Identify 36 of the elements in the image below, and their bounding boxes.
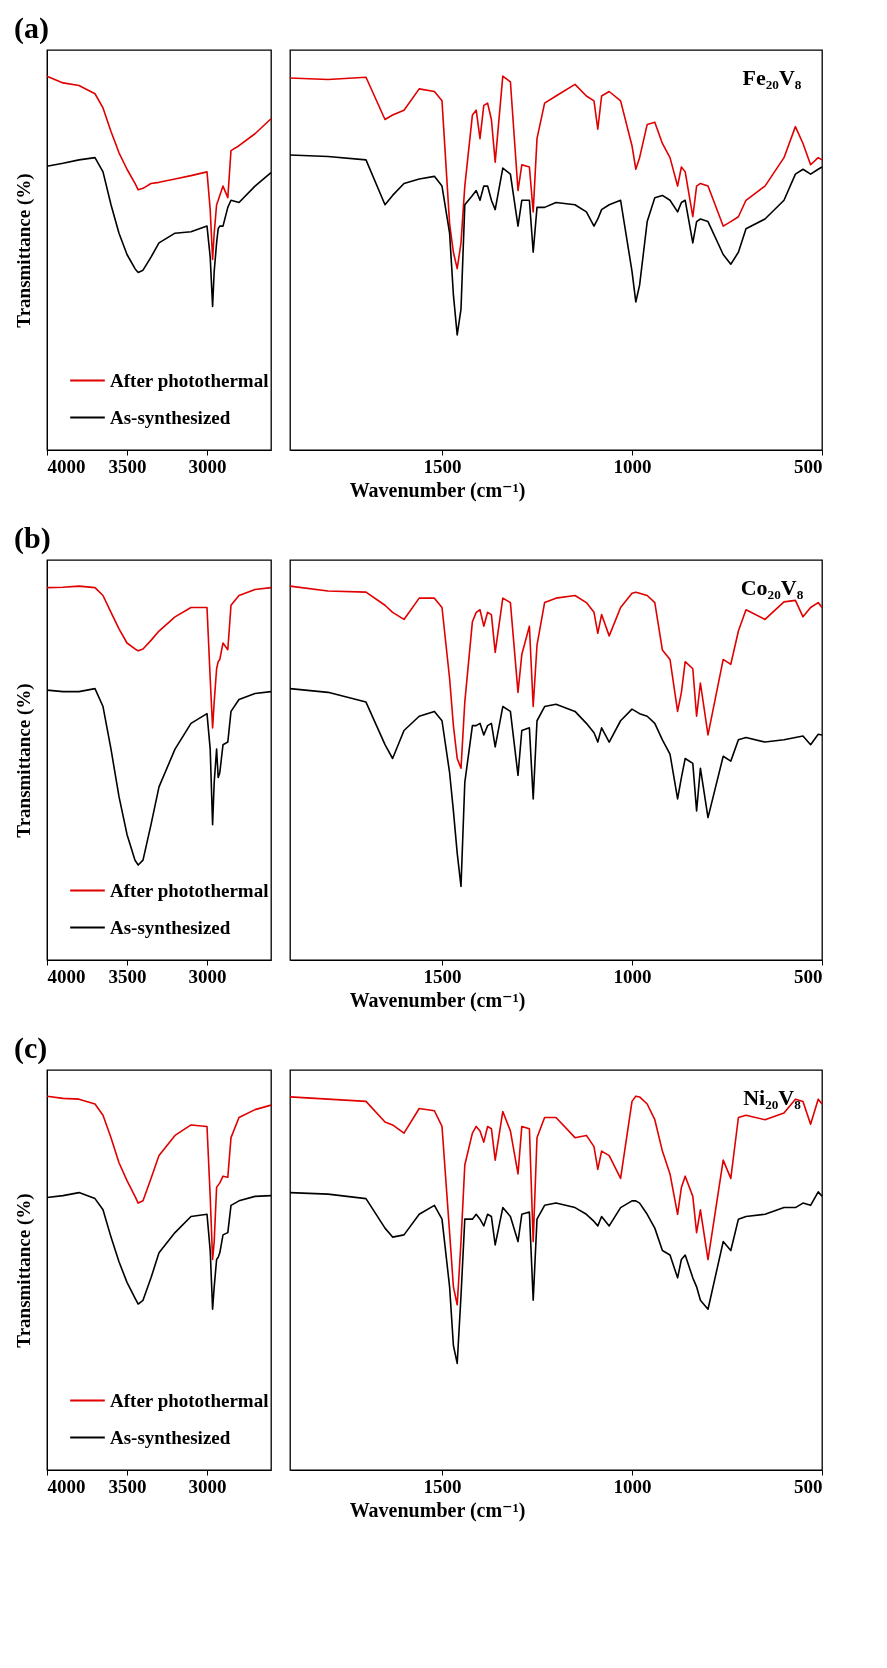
x-tick-label: 3000 (188, 965, 227, 987)
annotation: Co₂₀V₈ (740, 575, 804, 600)
x-tick-label: 500 (794, 455, 823, 477)
x-tick-label: 4000 (47, 455, 86, 477)
x-axis-title: Wavenumber (cm⁻¹) (349, 478, 526, 502)
x-tick-label: 1500 (423, 965, 462, 987)
y-axis-title: Transmittance (%) (12, 683, 35, 838)
annotation: Ni₂₀V₈ (743, 1085, 802, 1110)
x-tick-label: 3500 (108, 965, 147, 987)
x-tick-label: 3500 (108, 455, 147, 477)
legend-label: As-synthesized (110, 1426, 231, 1448)
annotation: Fe₂₀V₈ (742, 65, 802, 90)
legend-label: After photothermal (110, 879, 269, 901)
x-tick-label: 1000 (613, 965, 652, 987)
chart-title: (c) (14, 1031, 48, 1065)
x-tick-label: 4000 (47, 1475, 86, 1497)
x-tick-label: 1000 (613, 1475, 652, 1497)
y-axis-title: Transmittance (%) (12, 1193, 35, 1348)
x-tick-label: 1500 (423, 1475, 462, 1497)
y-axis-title: Transmittance (%) (12, 173, 35, 328)
x-tick-label: 1500 (423, 455, 462, 477)
legend-label: As-synthesized (110, 916, 231, 938)
legend-label: After photothermal (110, 369, 269, 391)
x-tick-label: 3000 (188, 455, 227, 477)
x-tick-label: 500 (794, 1475, 823, 1497)
x-tick-label: 1000 (613, 455, 652, 477)
legend-label: After photothermal (110, 1389, 269, 1411)
chart-title: (a) (14, 11, 49, 45)
x-tick-label: 3500 (108, 1475, 147, 1497)
x-tick-label: 500 (794, 965, 823, 987)
chart-title: (b) (14, 521, 51, 555)
legend-label: As-synthesized (110, 406, 231, 428)
x-tick-label: 3000 (188, 1475, 227, 1497)
x-tick-label: 4000 (47, 965, 86, 987)
x-axis-title: Wavenumber (cm⁻¹) (349, 988, 526, 1012)
x-axis-title: Wavenumber (cm⁻¹) (349, 1498, 526, 1522)
